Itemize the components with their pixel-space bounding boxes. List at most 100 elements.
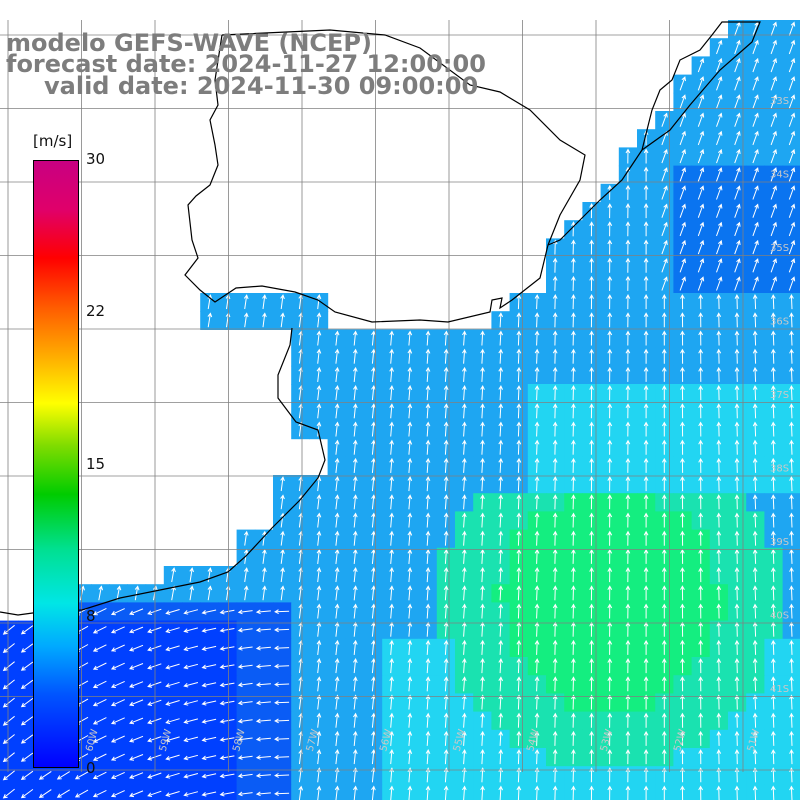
wind-arrow bbox=[316, 421, 322, 437]
wind-arrow bbox=[716, 57, 723, 73]
wind-arrow bbox=[661, 203, 668, 218]
wind-arrow bbox=[371, 639, 376, 655]
wind-arrow bbox=[680, 457, 685, 473]
wind-arrow bbox=[334, 749, 340, 765]
wind-arrow bbox=[607, 330, 613, 346]
wind-arrow bbox=[498, 530, 504, 546]
wind-arrow bbox=[571, 548, 576, 564]
wind-arrow bbox=[770, 112, 777, 127]
wind-arrow bbox=[480, 512, 485, 528]
wind-arrow bbox=[643, 476, 649, 492]
wind-arrow bbox=[280, 548, 285, 564]
wind-arrow bbox=[92, 717, 107, 725]
wind-arrow bbox=[352, 548, 358, 564]
wind-arrow bbox=[371, 439, 376, 455]
wind-arrow bbox=[129, 663, 144, 670]
wind-arrow bbox=[697, 203, 705, 218]
wind-arrow bbox=[697, 112, 705, 127]
wind-arrow bbox=[734, 57, 741, 73]
wind-arrow bbox=[607, 403, 613, 419]
wind-arrow bbox=[443, 749, 449, 765]
wind-arrow bbox=[589, 548, 594, 564]
wind-arrow bbox=[643, 166, 649, 182]
wind-arrow bbox=[534, 439, 540, 455]
wind-arrow bbox=[752, 348, 758, 364]
wind-arrow bbox=[734, 239, 741, 255]
wind-arrow bbox=[498, 439, 504, 455]
wind-arrow bbox=[516, 348, 522, 364]
wind-arrow bbox=[788, 221, 796, 237]
wind-arrow bbox=[389, 476, 394, 492]
wind-arrow bbox=[425, 366, 431, 382]
wind-arrow bbox=[770, 39, 777, 55]
wind-arrow bbox=[680, 585, 685, 601]
wind-arrow bbox=[461, 476, 467, 492]
wind-arrow bbox=[607, 476, 613, 492]
wind-arrow bbox=[129, 735, 144, 743]
wind-arrow bbox=[716, 148, 723, 164]
wind-arrow bbox=[680, 749, 685, 765]
wind-arrow bbox=[407, 658, 413, 674]
wind-arrow bbox=[789, 439, 794, 455]
wind-arrow bbox=[74, 789, 89, 798]
wind-arrow bbox=[92, 607, 107, 616]
wind-arrow bbox=[219, 719, 235, 724]
wind-arrow bbox=[262, 312, 267, 328]
wind-arrow bbox=[734, 185, 741, 200]
wind-arrow bbox=[534, 421, 540, 437]
wind-arrow bbox=[92, 662, 107, 670]
wind-arrow bbox=[770, 457, 776, 473]
wind-arrow bbox=[697, 221, 705, 237]
wind-arrow bbox=[770, 439, 776, 455]
southern-coastline bbox=[0, 327, 326, 616]
wind-arrow bbox=[334, 676, 340, 692]
wind-arrow bbox=[316, 366, 322, 382]
wind-arrow bbox=[661, 294, 667, 310]
wind-arrow bbox=[680, 767, 685, 783]
wind-arrow bbox=[607, 239, 613, 255]
wind-arrow bbox=[752, 330, 758, 346]
wind-arrow bbox=[789, 512, 794, 528]
wind-arrow bbox=[407, 585, 413, 601]
wind-arrow bbox=[698, 585, 704, 601]
lat-label: 41S bbox=[770, 684, 789, 695]
wind-arrow bbox=[716, 221, 723, 237]
wind-arrow bbox=[698, 512, 704, 528]
wind-arrow bbox=[625, 767, 631, 783]
wind-arrow bbox=[734, 694, 740, 710]
wind-arrow bbox=[498, 548, 504, 564]
wind-arrow bbox=[770, 21, 777, 36]
wind-arrow bbox=[461, 494, 467, 510]
wind-arrow bbox=[552, 694, 558, 710]
wind-arrow bbox=[752, 76, 759, 91]
wind-arrow bbox=[643, 457, 649, 473]
wind-arrow bbox=[480, 385, 485, 401]
wind-arrow bbox=[92, 789, 107, 798]
wind-arrow bbox=[389, 567, 394, 583]
wind-arrow bbox=[516, 494, 522, 510]
wind-arrow bbox=[589, 658, 594, 674]
wind-arrow bbox=[643, 567, 649, 583]
wind-arrow bbox=[625, 439, 631, 455]
wind-arrow bbox=[443, 785, 449, 800]
wind-arrow bbox=[698, 403, 704, 419]
wind-arrow bbox=[552, 749, 558, 765]
wind-arrow bbox=[371, 603, 376, 619]
wind-arrow bbox=[534, 548, 540, 564]
wind-arrow bbox=[698, 676, 704, 692]
wind-arrow bbox=[552, 348, 558, 364]
wind-arrow bbox=[625, 494, 631, 510]
wind-arrow bbox=[237, 646, 253, 651]
wind-arrow bbox=[752, 494, 758, 510]
wind-arrow bbox=[371, 548, 376, 564]
field-cell bbox=[273, 784, 292, 800]
wind-arrow bbox=[461, 385, 467, 401]
wind-arrow bbox=[625, 603, 631, 619]
wind-arrow bbox=[280, 294, 285, 310]
wind-arrow bbox=[389, 494, 394, 510]
wind-arrow bbox=[643, 603, 649, 619]
wind-arrow bbox=[770, 494, 776, 510]
wind-arrow bbox=[237, 718, 253, 724]
wind-arrow bbox=[680, 330, 685, 346]
wind-arrow bbox=[607, 203, 613, 219]
